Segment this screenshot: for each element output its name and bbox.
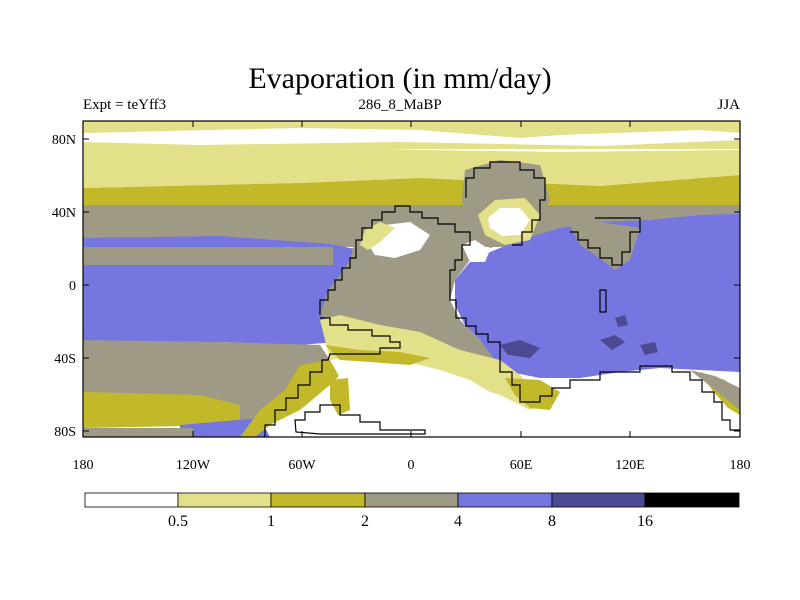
dark-spot-4	[615, 315, 628, 327]
south-white-landmass	[270, 365, 740, 437]
lon-label-120w: 120W	[176, 458, 211, 473]
band-south-gray-edge	[83, 428, 193, 437]
colorbar-swatch-4	[457, 492, 553, 508]
lon-label-60e: 60E	[510, 458, 533, 473]
colorbar-label-2: 2	[361, 513, 369, 530]
colorbar-labels: 0.5 1 2 4 8 16	[168, 513, 653, 530]
coastline-south-east	[499, 352, 740, 431]
period-label: 286_8_MaBP	[358, 97, 442, 113]
coastline-west	[319, 205, 501, 352]
band-north-olive	[83, 175, 740, 212]
band-arctic-white	[83, 128, 740, 146]
map-field	[83, 121, 740, 437]
land-west-light	[360, 222, 395, 250]
colorbar-swatch-1	[177, 492, 272, 508]
colorbar-label-0.5: 0.5	[168, 513, 188, 530]
colorbar-swatch-5	[551, 492, 646, 508]
colorbar	[84, 492, 740, 508]
colorbar-swatch-3	[364, 492, 459, 508]
lat-label-80s: 80S	[54, 425, 76, 440]
map-title: Evaporation (in mm/day)	[248, 62, 552, 95]
south-olive-strip	[325, 345, 430, 365]
dark-spot-1	[500, 340, 540, 358]
coastline-north	[465, 161, 546, 246]
experiment-label: Expt = teYff3	[83, 97, 167, 113]
lon-label-180w: 180	[73, 458, 94, 473]
south-light-fringe	[320, 315, 545, 410]
coastline-east	[570, 217, 641, 266]
band-south-olive	[83, 392, 240, 428]
south-olive-east	[505, 378, 560, 410]
lat-label-0: 0	[69, 279, 76, 294]
lon-label-120e: 120E	[615, 458, 645, 473]
lat-labels: 80N 40N 0 40S 80S	[52, 133, 76, 440]
south-olive-patch	[330, 378, 350, 415]
coastline-south-west	[264, 317, 401, 437]
lon-label-180e: 180	[730, 458, 751, 473]
band-north-light	[83, 146, 740, 188]
dark-spot-3	[640, 342, 658, 355]
lon-label-60w: 60W	[288, 458, 316, 473]
lat-label-40s: 40S	[54, 352, 76, 367]
dark-spot-2	[600, 335, 625, 350]
colorbar-swatch-2	[270, 492, 366, 508]
season-label: JJA	[717, 97, 740, 113]
colorbar-label-8: 8	[548, 513, 556, 530]
coastline-lake	[294, 404, 426, 435]
colorbar-swatch-0	[84, 492, 179, 508]
land-east-blue	[455, 214, 740, 378]
colorbar-label-4: 4	[454, 513, 462, 530]
colorbar-label-16: 16	[637, 513, 653, 530]
lat-label-40n: 40N	[52, 206, 76, 221]
coastline-island	[599, 289, 607, 313]
lon-label-0: 0	[408, 458, 415, 473]
lon-labels: 180 120W 60W 0 60E 120E 180	[73, 458, 751, 473]
colorbar-label-1: 1	[267, 513, 275, 530]
band-tropics-gray-pacific	[83, 247, 333, 265]
axis-ticks	[83, 121, 740, 437]
coastlines	[264, 161, 740, 437]
colorbar-swatch-6	[644, 492, 740, 508]
band-tropics-blue-pacific	[83, 265, 333, 340]
lat-label-80n: 80N	[52, 133, 76, 148]
land-north-white-core	[488, 208, 530, 236]
